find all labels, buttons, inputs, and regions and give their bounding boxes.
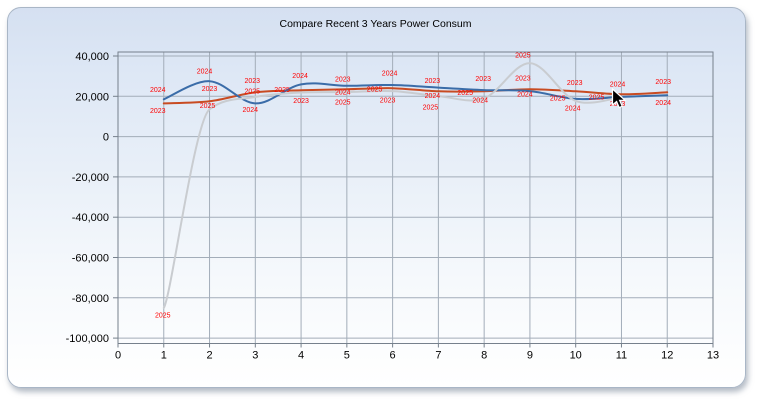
point-label-2025: 2025: [589, 95, 605, 102]
y-tick-label: -60,000: [72, 253, 109, 265]
point-label-2024: 2024: [150, 87, 166, 94]
point-label-2024: 2024: [565, 105, 581, 112]
x-tick-label: 5: [344, 350, 350, 362]
point-label-2024: 2024: [610, 81, 626, 88]
point-label-2025: 2025: [550, 95, 566, 102]
y-tick-label: -100,000: [66, 333, 109, 345]
point-label-2025: 2025: [335, 100, 351, 107]
mouse-cursor-icon: [611, 88, 627, 109]
x-tick-label: 1: [161, 350, 167, 362]
point-label-2023: 2023: [335, 77, 351, 84]
x-tick-label: 8: [481, 350, 487, 362]
x-tick-label: 2: [206, 350, 212, 362]
y-tick-label: -80,000: [72, 293, 109, 305]
x-tick-label: 3: [252, 350, 258, 362]
axis-ticks: 40,000 20,000 0 -20,000 -40,000 -60,000 -80,00…: [66, 51, 720, 362]
x-tick-label: 7: [435, 350, 441, 362]
x-tick-label: 4: [298, 350, 304, 362]
grid: [118, 52, 713, 344]
y-tick-label: 0: [103, 132, 109, 144]
app-window: [7, 7, 746, 388]
point-label-2023: 2023: [380, 98, 396, 105]
point-label-2024: 2024: [472, 98, 488, 105]
point-label-2024: 2024: [335, 89, 351, 96]
x-tick-label: 12: [661, 350, 673, 362]
point-label-2023: 2023: [202, 86, 218, 93]
plot-border: [117, 51, 714, 344]
series-line-2023: [162, 87, 669, 105]
point-label-2025: 2025: [245, 88, 261, 95]
x-tick-label: 13: [707, 350, 719, 362]
x-tick-label: 10: [570, 350, 582, 362]
point-label-2023: 2023: [475, 76, 491, 83]
x-tick-label: 6: [390, 350, 396, 362]
point-label-2023: 2023: [425, 78, 441, 85]
point-label-2023: 2023: [655, 79, 671, 86]
point-label-2025: 2025: [515, 53, 531, 60]
x-tick-label: 11: [616, 350, 627, 362]
y-tick-label: -40,000: [72, 212, 109, 224]
point-label-2024: 2024: [197, 69, 213, 76]
point-label-2023: 2023: [245, 78, 261, 85]
series-line-2025: [162, 62, 623, 309]
point-label-2024: 2024: [517, 92, 533, 99]
point-label-2024: 2024: [292, 73, 308, 80]
point-label-2025: 2025: [423, 105, 439, 112]
point-label-2025: 2025: [367, 87, 383, 94]
point-label-2025: 2025: [274, 87, 290, 94]
y-tick-label: 20,000: [75, 91, 109, 103]
y-tick-label: -20,000: [72, 172, 109, 184]
point-label-2023: 2023: [293, 98, 309, 105]
point-label-2024: 2024: [243, 107, 259, 114]
point-label-2025: 2025: [155, 312, 171, 319]
y-tick-label: 40,000: [75, 51, 109, 63]
point-label-2023: 2023: [150, 108, 166, 115]
point-label-2024: 2024: [382, 71, 398, 78]
point-label-2024: 2024: [655, 100, 671, 107]
point-label-2025: 2025: [457, 90, 473, 97]
point-label-2023: 2023: [567, 80, 583, 87]
chart-title: Compare Recent 3 Years Power Consum: [279, 18, 472, 30]
point-label-2023: 2023: [515, 76, 531, 83]
x-tick-label: 9: [527, 350, 533, 362]
point-labels: 2023 2023 2023 2023 2023 2023 2023 2023 2023 2023…: [150, 53, 671, 320]
point-label-2025: 2025: [200, 103, 216, 110]
series-line-2024: [162, 80, 669, 105]
x-tick-label: 0: [115, 350, 121, 362]
point-label-2024: 2024: [425, 93, 441, 100]
